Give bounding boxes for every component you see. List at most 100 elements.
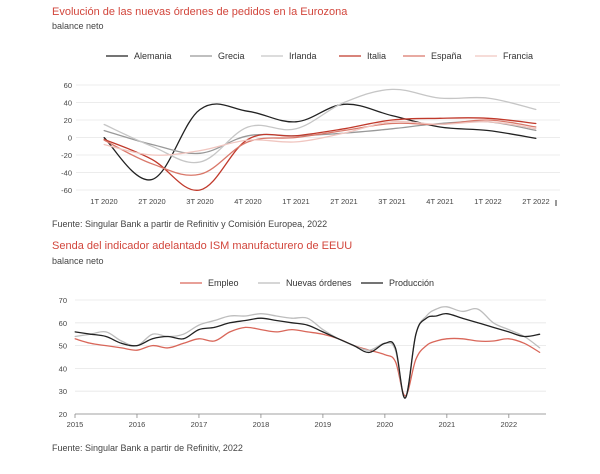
chart1-point-espana — [103, 139, 105, 141]
chart1-point-italia — [199, 189, 201, 191]
chart1-point-francia — [391, 121, 393, 123]
chart1-point-irlanda — [391, 88, 393, 90]
chart1-point-francia — [295, 141, 297, 143]
chart1-point-grecia — [247, 135, 249, 137]
chart2-point-nuevas-ordenes — [182, 333, 184, 335]
chart1-ytick-label: 60 — [64, 81, 72, 90]
chart1-point-italia — [535, 123, 537, 124]
chart2-point-produccion — [384, 342, 386, 344]
chart2-point-empleo — [260, 329, 262, 331]
chart2-point-empleo — [151, 345, 153, 347]
chart1-point-francia — [247, 139, 249, 141]
chart1-point-francia — [535, 128, 537, 130]
chart2-xtick-label: 2021 — [438, 420, 455, 429]
chart2-point-empleo — [446, 338, 448, 340]
chart2-point-produccion — [394, 347, 396, 349]
chart1-xtick-label: 1T 2021 — [282, 197, 309, 206]
chart1-point-francia — [199, 150, 201, 152]
chart2-point-produccion — [337, 338, 339, 340]
chart2-point-empleo — [404, 395, 406, 397]
chart1-point-alemania — [391, 115, 393, 117]
chart2-point-nuevas-ordenes — [275, 315, 277, 317]
chart1-xtick-label: 4T 2020 — [234, 197, 261, 206]
chart1-point-irlanda — [151, 145, 153, 147]
chart2-point-nuevas-ordenes — [492, 322, 494, 324]
chart1-series-francia — [103, 120, 537, 156]
chart1-point-alemania — [439, 126, 441, 128]
chart1-ytick-label: -40 — [61, 169, 72, 178]
chart1-point-italia — [391, 119, 393, 121]
chart2-point-nuevas-ordenes — [446, 306, 448, 308]
chart2-point-nuevas-ordenes — [539, 347, 541, 349]
chart1-point-espana — [151, 163, 153, 165]
chart2-point-empleo — [306, 331, 308, 333]
chart2-point-empleo — [384, 354, 386, 356]
chart2-point-nuevas-ordenes — [425, 315, 427, 317]
chart1-point-irlanda — [343, 102, 345, 103]
chart1-point-espana — [535, 126, 537, 128]
chart1-xtick-label: 2T 2020 — [138, 197, 165, 206]
chart2-xtick-label: 2015 — [67, 420, 84, 429]
chart2-legend-label-produccion: Producción — [389, 278, 434, 288]
chart2-point-empleo — [182, 342, 184, 344]
chart2-point-empleo — [89, 342, 91, 344]
chart2-point-produccion — [244, 320, 246, 322]
chart1-point-irlanda — [535, 109, 537, 110]
chart2-point-produccion — [306, 324, 308, 326]
chart2-point-empleo — [425, 345, 427, 347]
chart2-subtitle: balance neto — [52, 256, 104, 266]
chart2-point-produccion — [74, 331, 76, 333]
chart2-point-produccion — [539, 333, 541, 335]
chart2-point-nuevas-ordenes — [244, 315, 246, 317]
chart2-series-produccion — [74, 312, 540, 399]
chart1-xtick-label: 3T 2020 — [186, 197, 213, 206]
chart2-point-produccion — [291, 322, 293, 324]
chart1-xtick-label: 1T 2022 — [474, 197, 501, 206]
chart1-point-grecia — [103, 130, 105, 131]
chart2-point-nuevas-ordenes — [291, 317, 293, 319]
chart2-point-nuevas-ordenes — [198, 324, 200, 326]
chart2-xtick-label: 2016 — [129, 420, 146, 429]
chart1-point-francia — [343, 132, 345, 134]
chart1-xtick-label: 2T 2022 — [522, 197, 549, 206]
chart2-point-empleo — [74, 338, 76, 340]
chart2-point-empleo — [435, 340, 437, 342]
chart2-point-produccion — [322, 331, 324, 333]
chart1-point-grecia — [535, 130, 537, 131]
chart2-xtick-label: 2022 — [500, 420, 517, 429]
chart2-legend-label-empleo: Empleo — [208, 278, 239, 288]
chart2-point-empleo — [213, 340, 215, 342]
chart2-point-nuevas-ordenes — [435, 308, 437, 310]
chart1-legend-label-espana: España — [431, 51, 462, 61]
chart1-point-irlanda — [439, 97, 441, 99]
chart2-ytick-label: 30 — [59, 387, 67, 396]
chart2-point-produccion — [523, 335, 525, 337]
chart2-point-nuevas-ordenes — [508, 329, 510, 331]
chart2-xtick-label: 2017 — [191, 420, 208, 429]
chart1-point-alemania — [295, 121, 297, 123]
chart1-point-alemania — [199, 109, 201, 110]
chart2-xtick-label: 2019 — [315, 420, 332, 429]
chart1-point-alemania — [247, 110, 249, 112]
chart1-point-alemania — [103, 137, 105, 138]
chart2-point-produccion — [120, 342, 122, 344]
chart1-point-alemania — [151, 179, 153, 180]
chart1-point-italia — [487, 117, 489, 119]
chart2-point-empleo — [229, 331, 231, 333]
chart2-ytick-label: 60 — [59, 319, 67, 328]
chart1-xtick-label: 2T 2021 — [330, 197, 357, 206]
chart2-point-produccion — [353, 345, 355, 347]
chart2-point-produccion — [492, 326, 494, 328]
chart2-plot: 20 30 40 50 60 70 2015 2016 2017 2018 2019 2020 2021… — [59, 278, 546, 429]
chart2-point-empleo — [136, 349, 138, 351]
chart1-point-irlanda — [247, 126, 249, 128]
chart1-point-espana — [487, 119, 489, 121]
chart1-source: Fuente: Singular Bank a partir de Refini… — [52, 219, 328, 229]
chart2-point-produccion — [275, 320, 277, 322]
chart1-legend-label-grecia: Grecia — [218, 51, 245, 61]
chart1-point-francia — [487, 121, 489, 123]
chart2-ytick-label: 50 — [59, 342, 67, 351]
chart1-ytick-label: -60 — [61, 186, 72, 195]
chart2-ytick-label: 70 — [59, 296, 67, 305]
chart2-ytick-label: 40 — [59, 364, 67, 373]
